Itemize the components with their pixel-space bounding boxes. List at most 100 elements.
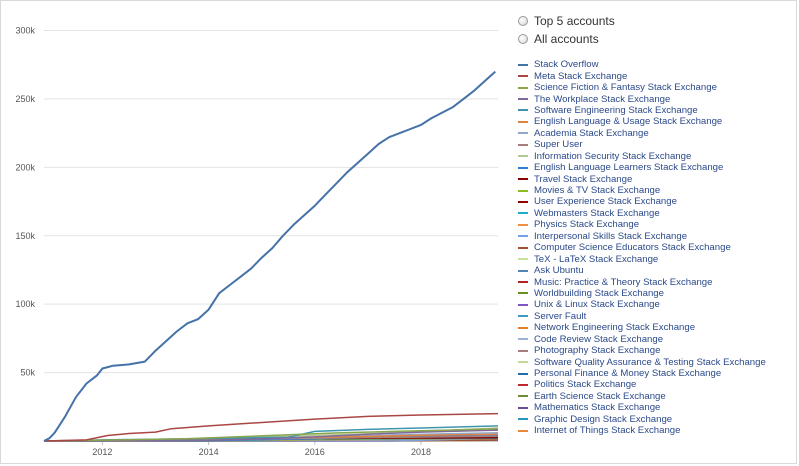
legend-swatch-icon	[518, 429, 528, 432]
legend-swatch-icon	[518, 338, 528, 341]
legend-label: Ask Ubuntu	[534, 265, 584, 277]
legend-item[interactable]: Travel Stack Exchange	[518, 173, 766, 185]
legend-label: Worldbuilding Stack Exchange	[534, 287, 664, 299]
legend-label: Webmasters Stack Exchange	[534, 207, 660, 219]
legend-swatch-icon	[518, 372, 528, 375]
legend-item[interactable]: Information Security Stack Exchange	[518, 151, 766, 162]
legend-item[interactable]: Server Fault	[518, 311, 766, 322]
series-line[interactable]	[43, 70, 496, 442]
series-line[interactable]	[43, 427, 499, 442]
legend-label: Information Security Stack Exchange	[534, 150, 692, 162]
legend-swatch-icon	[518, 281, 528, 284]
legend-swatch-icon	[518, 75, 528, 78]
legend-item[interactable]: Earth Science Stack Exchange	[518, 391, 766, 402]
series-lines[interactable]	[43, 70, 499, 442]
legend-item[interactable]: User Experience Stack Exchange	[518, 196, 766, 207]
legend-item[interactable]: Network Engineering Stack Exchange	[518, 322, 766, 333]
legend-swatch-icon	[518, 98, 528, 101]
legend-item[interactable]: Code Review Stack Exchange	[518, 334, 766, 345]
legend-item[interactable]: Worldbuilding Stack Exchange	[518, 288, 766, 299]
option-all-accounts[interactable]: All accounts	[518, 30, 615, 48]
legend-item[interactable]: Interpersonal Skills Stack Exchange	[518, 231, 766, 242]
legend-label: Super User	[534, 139, 583, 151]
legend-label: Personal Finance & Money Stack Exchange	[534, 368, 722, 380]
legend-swatch-icon	[518, 246, 528, 249]
legend-swatch-icon	[518, 132, 528, 135]
y-tick-label: 50k	[20, 368, 35, 378]
legend-item[interactable]: Academia Stack Exchange	[518, 128, 766, 139]
legend-item[interactable]: Personal Finance & Money Stack Exchange	[518, 368, 766, 379]
legend-item[interactable]: Photography Stack Exchange	[518, 345, 766, 356]
legend-swatch-icon	[518, 395, 528, 398]
legend-label: Movies & TV Stack Exchange	[534, 185, 661, 197]
legend-item[interactable]: The Workplace Stack Exchange	[518, 93, 766, 105]
legend-item[interactable]: English Language & Usage Stack Exchange	[518, 116, 766, 127]
legend-item[interactable]: Software Engineering Stack Exchange	[518, 105, 766, 116]
legend-label: Computer Science Educators Stack Exchang…	[534, 242, 731, 254]
legend-item[interactable]: Unix & Linux Stack Exchange	[518, 299, 766, 310]
legend-item[interactable]: Super User	[518, 139, 766, 150]
legend-item[interactable]: Mathematics Stack Exchange	[518, 402, 766, 413]
legend-label: Photography Stack Exchange	[534, 345, 661, 357]
legend-swatch-icon	[518, 86, 528, 89]
legend-label: Physics Stack Exchange	[534, 219, 640, 231]
legend-label: Music: Practice & Theory Stack Exchange	[534, 276, 713, 288]
legend-swatch-icon	[518, 189, 528, 192]
legend-swatch-icon	[518, 155, 528, 158]
legend-swatch-icon	[518, 63, 528, 66]
legend-swatch-icon	[518, 269, 528, 272]
legend-swatch-icon	[518, 292, 528, 295]
legend-swatch-icon	[518, 166, 528, 169]
legend-item[interactable]: Computer Science Educators Stack Exchang…	[518, 242, 766, 253]
option-top-5-accounts[interactable]: Top 5 accounts	[518, 12, 615, 30]
series-line[interactable]	[43, 412, 499, 442]
legend-item[interactable]: Ask Ubuntu	[518, 265, 766, 276]
legend-swatch-icon	[518, 212, 528, 215]
y-tick-label: 250k	[15, 94, 35, 104]
y-tick-label: 100k	[15, 299, 35, 309]
legend-label: Software Quality Assurance & Testing Sta…	[534, 356, 766, 368]
legend-swatch-icon	[518, 235, 528, 238]
legend-item[interactable]: Science Fiction & Fantasy Stack Exchange	[518, 82, 766, 93]
legend-label: Software Engineering Stack Exchange	[534, 104, 698, 116]
legend-item[interactable]: Physics Stack Exchange	[518, 219, 766, 230]
legend-item[interactable]: Graphic Design Stack Exchange	[518, 414, 766, 425]
legend-item[interactable]: Meta Stack Exchange	[518, 70, 766, 82]
legend-label: Internet of Things Stack Exchange	[534, 425, 681, 437]
legend-item[interactable]: Politics Stack Exchange	[518, 379, 766, 390]
legend-label: Unix & Linux Stack Exchange	[534, 299, 660, 311]
legend-swatch-icon	[518, 383, 528, 386]
x-tick-label: 2018	[411, 447, 431, 457]
legend-item[interactable]: Movies & TV Stack Exchange	[518, 185, 766, 196]
legend-label: English Language & Usage Stack Exchange	[534, 116, 723, 128]
radio-button-icon[interactable]	[518, 16, 528, 26]
option-label: Top 5 accounts	[534, 14, 615, 28]
legend-label: Network Engineering Stack Exchange	[534, 322, 696, 334]
legend-label: Stack Overflow	[534, 59, 599, 71]
legend-item[interactable]: Webmasters Stack Exchange	[518, 208, 766, 219]
legend-label: Politics Stack Exchange	[534, 379, 637, 391]
gridlines	[44, 30, 498, 442]
legend-item[interactable]: Music: Practice & Theory Stack Exchange	[518, 276, 766, 288]
legend-item[interactable]: Stack Overflow	[518, 59, 766, 70]
legend-label: English Language Learners Stack Exchange	[534, 162, 724, 174]
legend-label: Earth Science Stack Exchange	[534, 390, 666, 402]
legend-label: Code Review Stack Exchange	[534, 333, 664, 345]
legend-item[interactable]: Software Quality Assurance & Testing Sta…	[518, 356, 766, 368]
radio-button-icon[interactable]	[518, 34, 528, 44]
legend-swatch-icon	[518, 200, 528, 203]
legend-swatch-icon	[518, 326, 528, 329]
x-tick-label: 2012	[92, 447, 112, 457]
y-tick-label: 150k	[15, 231, 35, 241]
y-tick-label: 200k	[15, 162, 35, 172]
series-line[interactable]	[43, 429, 499, 442]
legend-item[interactable]: Internet of Things Stack Exchange	[518, 425, 766, 436]
legend-label: Meta Stack Exchange	[534, 70, 628, 82]
legend-item[interactable]: TeX - LaTeX Stack Exchange	[518, 253, 766, 265]
legend-swatch-icon	[518, 120, 528, 123]
legend-swatch-icon	[518, 361, 528, 364]
legend-item[interactable]: English Language Learners Stack Exchange	[518, 162, 766, 173]
legend-label: User Experience Stack Exchange	[534, 196, 677, 208]
